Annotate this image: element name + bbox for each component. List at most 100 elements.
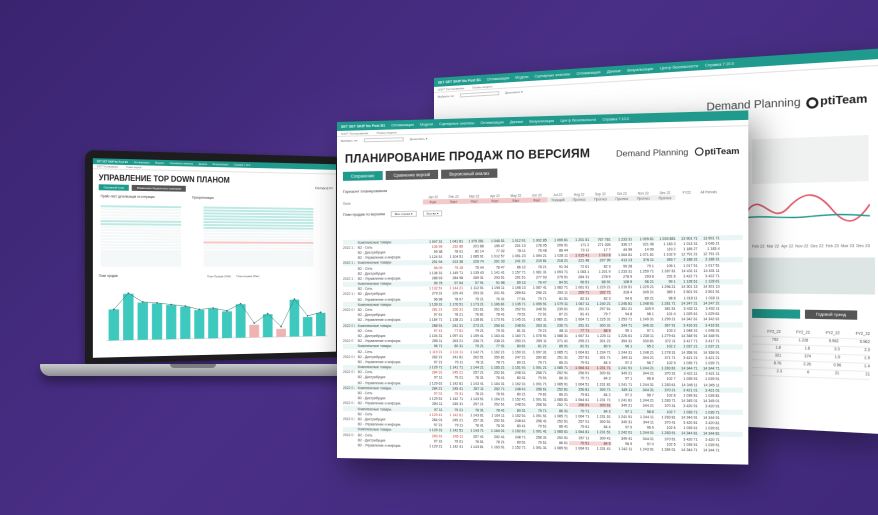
table-cell[interactable]: 78 01 xyxy=(443,250,464,254)
table-cell[interactable]: 1 241 91 xyxy=(612,366,634,370)
table-cell[interactable]: 247 21 xyxy=(506,355,527,359)
table-cell[interactable]: 1 039 61 xyxy=(677,426,699,430)
table-cell[interactable]: 1 039 81 xyxy=(699,394,721,398)
table-cell[interactable]: 344 31 xyxy=(633,388,655,392)
table-cell[interactable]: 1 039 61 xyxy=(699,426,721,430)
table-cell[interactable]: 1 039 71 xyxy=(699,410,721,414)
tab-compare-versions[interactable]: Сравнение версий xyxy=(385,170,438,180)
table-cell[interactable]: 1 259 71 xyxy=(633,269,655,273)
table-cell[interactable]: 99 1 xyxy=(655,280,677,284)
table-cell[interactable]: 79 21 xyxy=(464,329,485,333)
back-nav-4[interactable]: Оптимизация xyxy=(577,70,601,76)
table-cell[interactable]: 349 11 xyxy=(612,355,634,359)
table-cell[interactable]: 1 037 21 xyxy=(699,345,721,349)
table-cell[interactable]: 263 31 xyxy=(527,323,548,327)
table-cell[interactable]: 1 039 51 xyxy=(677,442,699,446)
table-cell[interactable]: 257 31 xyxy=(464,418,485,422)
table-cell[interactable]: 279 31 xyxy=(423,292,444,296)
table-cell[interactable]: 344 71 xyxy=(612,323,634,327)
table-cell[interactable]: 300 41 xyxy=(590,436,611,440)
table-cell[interactable]: 86 31 xyxy=(548,377,569,381)
table-cell[interactable]: 293 31 xyxy=(464,292,485,296)
table-cell[interactable]: 1 183 4 xyxy=(699,247,721,251)
table-cell[interactable]: 257 81 xyxy=(569,355,590,359)
table-cell[interactable]: 96 51 xyxy=(569,280,590,284)
table-cell[interactable]: 81 51 xyxy=(548,296,569,300)
table-cell[interactable]: 97 1 xyxy=(633,328,655,332)
table-cell[interactable]: 354 31 xyxy=(612,339,634,343)
table-cell[interactable]: 1 064 81 xyxy=(569,350,590,354)
laptop-subnav-2[interactable]: Планы недели xyxy=(126,165,141,168)
table-cell[interactable]: 1 242 11 xyxy=(612,447,634,451)
table-cell[interactable]: 3 417 71 xyxy=(677,339,699,343)
table-cell[interactable]: 1 085 61 xyxy=(548,430,569,434)
table-cell[interactable]: 1 143 71 xyxy=(464,429,485,433)
table-cell[interactable]: 96 1 xyxy=(612,345,634,349)
table-cell[interactable]: 1 173 91 xyxy=(485,318,506,322)
table-cell[interactable]: 284 11 xyxy=(423,402,444,406)
table-cell[interactable]: 1 231 61 xyxy=(590,414,611,418)
table-cell[interactable]: 98 1 xyxy=(633,312,655,316)
table-cell[interactable]: 300 61 xyxy=(590,371,611,375)
table-cell[interactable]: 231 61 xyxy=(464,307,485,311)
table-cell[interactable]: 79 51 xyxy=(569,441,590,445)
table-cell[interactable]: 79 21 xyxy=(443,408,464,412)
table-cell[interactable]: 336 17 xyxy=(612,242,634,246)
table-cell[interactable]: 213 38 xyxy=(443,260,464,264)
table-cell[interactable]: 84 2 xyxy=(590,393,611,397)
table-cell[interactable]: 1 231 81 xyxy=(590,382,611,386)
table-cell[interactable]: 81 21 xyxy=(527,345,548,349)
table-cell[interactable]: 14 345 11 xyxy=(699,383,721,387)
table-cell[interactable]: 1 240 21 xyxy=(590,302,611,306)
table-cell[interactable]: 14 301 13 xyxy=(699,285,721,289)
table-cell[interactable]: 3 421 21 xyxy=(677,356,699,360)
table-cell[interactable]: 283 91 xyxy=(423,434,444,438)
table-cell[interactable]: 201 88 xyxy=(464,244,485,248)
table-cell[interactable]: 84 5 xyxy=(590,441,611,445)
table-cell[interactable]: 252 61 xyxy=(548,419,569,423)
table-cell[interactable]: 1 029 61 xyxy=(677,312,699,316)
table-cell[interactable]: 289 81 xyxy=(506,291,527,295)
table-cell[interactable]: 1 029 61 xyxy=(699,312,721,316)
table-cell[interactable]: 349 9 xyxy=(633,307,655,311)
table-cell[interactable]: 3 422 71 xyxy=(677,274,699,278)
table-cell[interactable]: 1 085 71 xyxy=(548,366,569,370)
table-cell[interactable]: 14 344 71 xyxy=(699,366,721,370)
table-cell[interactable]: 252 91 xyxy=(548,371,569,375)
table-cell[interactable]: 1 142 81 xyxy=(443,381,464,385)
table-cell[interactable]: 1 144 21 xyxy=(443,286,464,290)
table-cell[interactable]: 86 21 xyxy=(548,361,569,365)
table-cell[interactable]: 14 342 61 xyxy=(699,318,721,322)
laptop-nav-2[interactable]: Модели xyxy=(155,161,164,164)
table-cell[interactable]: 96 9 xyxy=(612,441,634,445)
table-cell[interactable]: 3 421 21 xyxy=(699,356,721,360)
table-cell[interactable]: 119 2 xyxy=(655,247,677,251)
table-cell[interactable]: 261 51 xyxy=(485,307,506,311)
table-cell[interactable]: 3 421 01 xyxy=(699,388,721,392)
table-cell[interactable]: 1 064 61 xyxy=(569,398,590,402)
table-cell[interactable]: 1 283 81 xyxy=(655,366,677,370)
table-cell[interactable]: 96 98 xyxy=(423,297,444,301)
table-cell[interactable]: 1 229 21 xyxy=(633,285,655,289)
table-cell[interactable]: 13 901 71 xyxy=(677,236,699,240)
table-cell[interactable]: 3 188 31 xyxy=(677,258,699,262)
table-cell[interactable]: 1 244 11 xyxy=(633,415,655,419)
main-nav-3[interactable]: Сценарные анализы xyxy=(439,121,474,126)
table-cell[interactable]: 101 4 xyxy=(655,312,677,316)
table-cell[interactable]: 261 21 xyxy=(569,307,590,311)
table-cell[interactable]: 1 185 27 xyxy=(677,247,699,251)
table-cell[interactable]: 14 344 81 xyxy=(699,432,721,436)
table-cell[interactable]: 1 039 71 xyxy=(677,410,699,414)
table-cell[interactable]: 1 091 61 xyxy=(527,398,548,402)
table-cell[interactable]: 369 1 xyxy=(655,291,677,295)
table-cell[interactable]: 87 21 xyxy=(548,313,569,317)
table-cell[interactable]: 293 8 xyxy=(633,274,655,278)
table-cell[interactable]: 1 144 21 xyxy=(464,366,485,370)
table-cell[interactable]: 88 91 xyxy=(590,280,611,284)
table-cell[interactable]: 288 93 xyxy=(423,276,444,280)
table-cell[interactable]: 219 81 xyxy=(527,259,548,263)
table-cell[interactable]: 1 234 71 xyxy=(590,350,611,354)
table-cell[interactable]: 201 13 xyxy=(506,244,527,248)
table-cell[interactable]: 1 028 11 xyxy=(548,254,569,258)
table-cell[interactable]: 1 163 91 xyxy=(485,445,506,449)
